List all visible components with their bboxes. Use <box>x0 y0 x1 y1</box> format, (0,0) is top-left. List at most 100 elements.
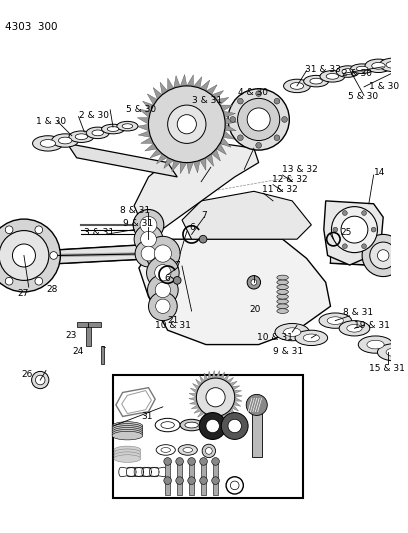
Polygon shape <box>139 109 151 118</box>
Polygon shape <box>220 105 233 111</box>
Text: 4303  300: 4303 300 <box>5 22 57 32</box>
Circle shape <box>135 240 162 267</box>
Polygon shape <box>330 248 391 266</box>
Ellipse shape <box>180 419 203 431</box>
Text: 19 & 31: 19 & 31 <box>355 321 390 330</box>
Polygon shape <box>212 416 215 424</box>
Ellipse shape <box>327 317 344 325</box>
Ellipse shape <box>400 60 408 68</box>
Circle shape <box>146 236 180 271</box>
Circle shape <box>176 458 184 465</box>
Text: 10 & 31: 10 & 31 <box>257 333 293 342</box>
Bar <box>213 463 218 480</box>
Circle shape <box>176 477 184 484</box>
Text: 24: 24 <box>73 347 84 356</box>
Text: 3 & 31: 3 & 31 <box>84 228 114 237</box>
Ellipse shape <box>185 422 198 428</box>
Polygon shape <box>141 138 154 143</box>
Ellipse shape <box>277 275 288 280</box>
Polygon shape <box>145 143 157 151</box>
Ellipse shape <box>112 422 143 430</box>
Ellipse shape <box>86 127 109 139</box>
Text: 1 & 30: 1 & 30 <box>369 83 399 91</box>
Circle shape <box>173 277 181 284</box>
Ellipse shape <box>350 64 374 74</box>
Text: 14: 14 <box>374 168 385 176</box>
Polygon shape <box>182 191 311 239</box>
Circle shape <box>237 98 243 104</box>
Polygon shape <box>206 85 217 95</box>
Circle shape <box>274 98 280 104</box>
Text: 5 & 30: 5 & 30 <box>126 106 157 115</box>
Circle shape <box>149 86 225 163</box>
Circle shape <box>164 458 171 465</box>
Ellipse shape <box>112 430 143 438</box>
Circle shape <box>141 246 156 261</box>
Bar <box>189 463 194 480</box>
Polygon shape <box>160 82 168 95</box>
Polygon shape <box>223 131 234 139</box>
Polygon shape <box>229 381 237 386</box>
Ellipse shape <box>102 124 124 134</box>
Ellipse shape <box>284 328 301 336</box>
Polygon shape <box>231 386 240 390</box>
Polygon shape <box>189 397 197 401</box>
Circle shape <box>200 458 207 465</box>
Polygon shape <box>206 154 213 166</box>
Ellipse shape <box>365 59 392 72</box>
Circle shape <box>5 277 13 285</box>
Text: 5 & 30: 5 & 30 <box>348 92 378 101</box>
Circle shape <box>5 226 13 233</box>
Circle shape <box>35 277 42 285</box>
Text: 8 & 31: 8 & 31 <box>120 206 150 215</box>
Circle shape <box>168 105 206 143</box>
Text: 6: 6 <box>165 274 171 283</box>
Polygon shape <box>180 75 187 86</box>
Ellipse shape <box>92 130 104 136</box>
Circle shape <box>206 387 225 407</box>
Bar <box>77 321 101 327</box>
Ellipse shape <box>112 427 143 436</box>
Circle shape <box>0 219 60 292</box>
Circle shape <box>155 282 171 297</box>
Text: 10 & 31: 10 & 31 <box>155 321 191 330</box>
Ellipse shape <box>336 66 359 77</box>
Circle shape <box>177 115 196 134</box>
Circle shape <box>149 292 177 321</box>
Polygon shape <box>153 87 162 100</box>
Polygon shape <box>229 408 235 415</box>
Ellipse shape <box>114 446 141 454</box>
Circle shape <box>50 252 58 260</box>
Polygon shape <box>137 124 149 131</box>
Circle shape <box>256 91 262 96</box>
Polygon shape <box>67 143 177 177</box>
Polygon shape <box>190 388 198 393</box>
Ellipse shape <box>372 62 385 69</box>
Polygon shape <box>197 411 205 417</box>
Text: 21: 21 <box>168 316 179 325</box>
Ellipse shape <box>393 56 408 71</box>
Polygon shape <box>180 162 187 174</box>
Ellipse shape <box>155 418 180 432</box>
Circle shape <box>0 231 49 280</box>
Ellipse shape <box>367 340 384 349</box>
Text: 15 & 31: 15 & 31 <box>369 364 405 373</box>
Polygon shape <box>139 239 330 344</box>
Circle shape <box>251 279 257 285</box>
Polygon shape <box>223 413 227 422</box>
Circle shape <box>212 477 220 484</box>
Polygon shape <box>215 416 219 424</box>
Text: 13 & 32: 13 & 32 <box>282 165 317 174</box>
Ellipse shape <box>114 449 141 457</box>
Polygon shape <box>219 415 223 423</box>
Ellipse shape <box>114 452 141 459</box>
Polygon shape <box>187 162 193 174</box>
Ellipse shape <box>183 448 193 453</box>
Polygon shape <box>223 374 229 381</box>
Circle shape <box>228 89 289 150</box>
Polygon shape <box>208 372 212 379</box>
Ellipse shape <box>347 325 362 332</box>
Polygon shape <box>193 383 200 390</box>
Circle shape <box>140 216 157 233</box>
Polygon shape <box>190 401 198 405</box>
